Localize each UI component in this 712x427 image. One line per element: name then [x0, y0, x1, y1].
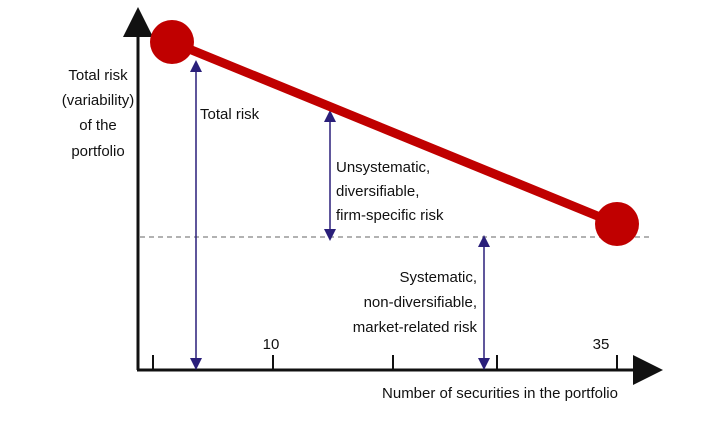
y-axis-label: of the [79, 117, 117, 134]
y-axis-label: portfolio [71, 143, 124, 160]
endpoint [150, 20, 194, 64]
tick-label: 10 [263, 336, 280, 353]
annotation: non-diversifiable, [364, 294, 477, 311]
y-axis-label: Total risk [68, 67, 128, 84]
annotation: diversifiable, [336, 183, 419, 200]
annotation: market-related risk [353, 319, 478, 336]
endpoint [595, 202, 639, 246]
risk-line [170, 37, 619, 229]
annotation: firm-specific risk [336, 207, 444, 224]
annotation: Total risk [200, 106, 260, 123]
annotation: Unsystematic, [336, 159, 430, 176]
annotation: Systematic, [399, 269, 477, 286]
y-axis-label: (variability) [62, 92, 135, 109]
x-axis-label: Number of securities in the portfolio [382, 385, 618, 402]
tick-label: 35 [593, 336, 610, 353]
axis-ticks [152, 355, 618, 370]
